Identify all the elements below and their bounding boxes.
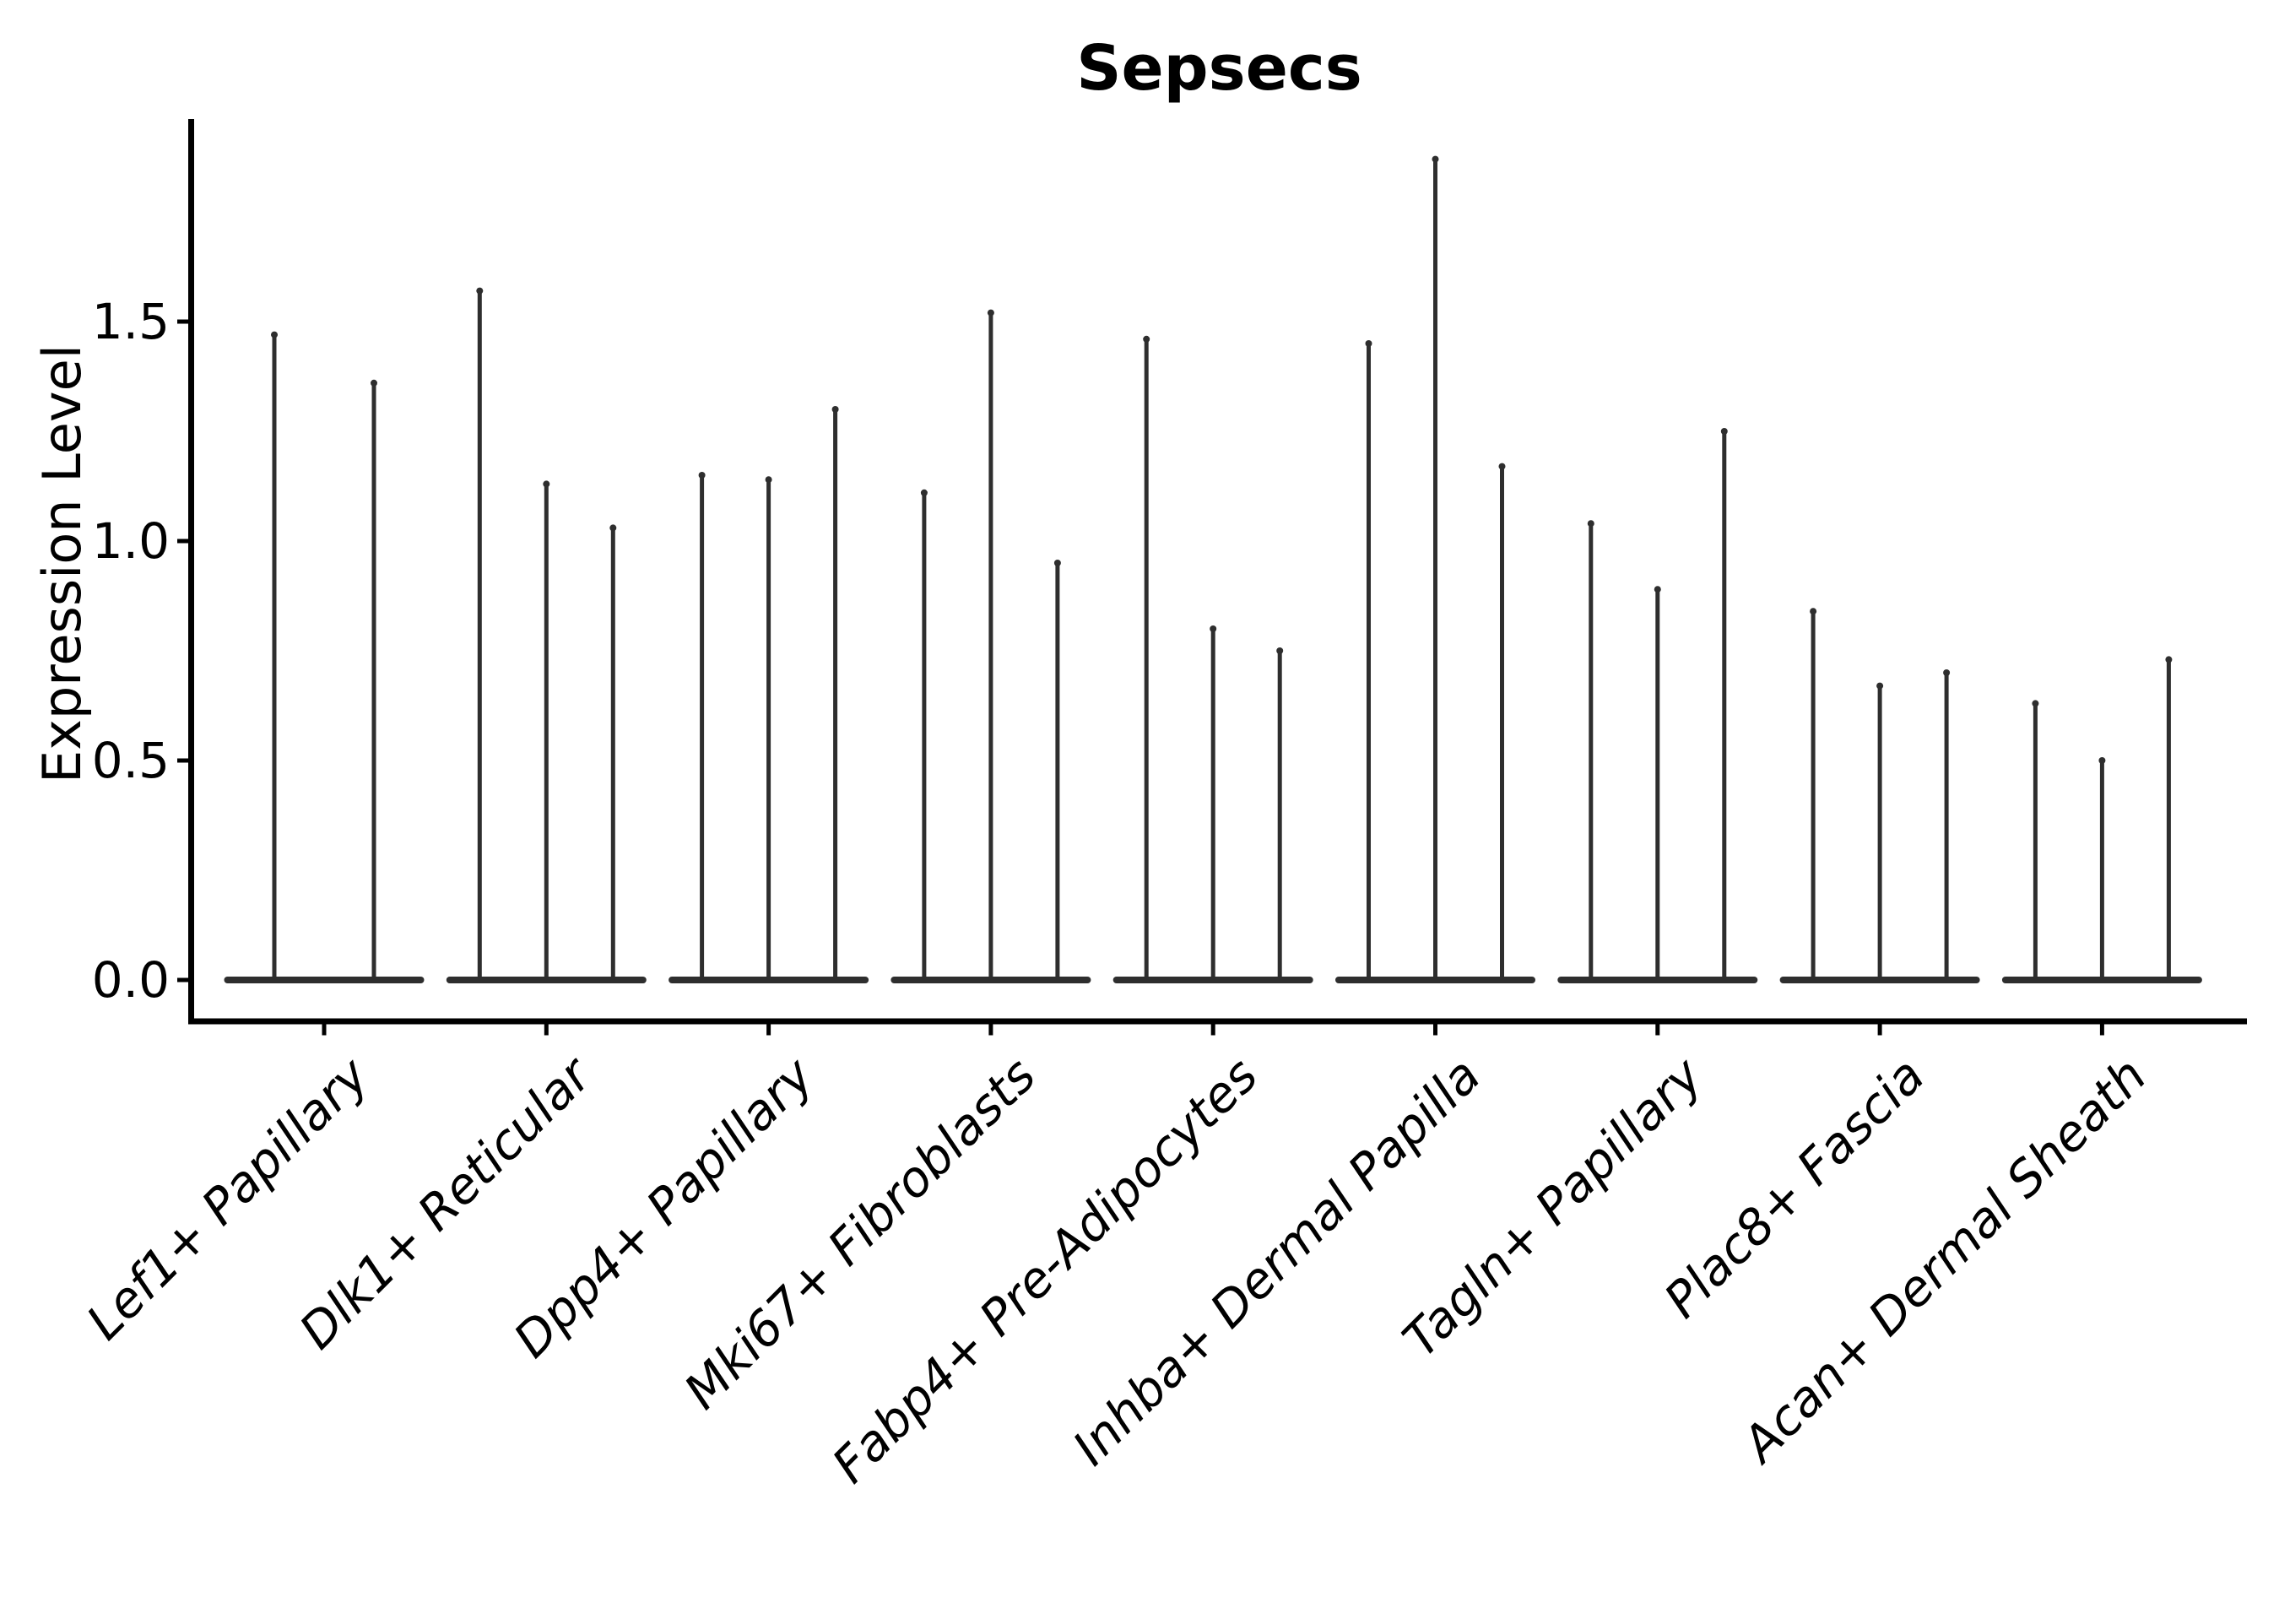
violin-tip — [1053, 560, 1061, 566]
violin-tip — [2098, 757, 2106, 764]
y-tick-label: 1.0 — [91, 512, 170, 570]
violin-tip — [1276, 647, 1284, 654]
violin-tip — [1498, 463, 1506, 470]
y-tick-label: 0.0 — [91, 951, 170, 1009]
violin-tip — [1365, 340, 1372, 347]
violin-tip — [476, 287, 484, 295]
violin-tip — [1943, 669, 1951, 676]
violin-tip — [1810, 608, 1817, 615]
violin-tip — [1210, 625, 1217, 632]
violin-tip — [920, 489, 928, 496]
violin-tip — [1654, 586, 1661, 593]
violin-tip — [987, 309, 994, 317]
violin-tip — [271, 331, 278, 338]
violin-tip — [609, 524, 617, 532]
violin-tip — [1876, 682, 1884, 690]
y-tick-label: 1.5 — [91, 293, 170, 350]
violin-tip — [1143, 335, 1150, 343]
violin-plot-figure: Sepsecs Expression Level 0.0 0.5 1.0 1.5 Lef… — [31, 32, 2247, 1494]
violin-tip — [831, 406, 839, 413]
chart-title: Sepsecs — [1076, 32, 1362, 105]
plot-canvas — [177, 119, 2247, 1036]
violin-tip — [1432, 155, 1439, 163]
violin-tip — [698, 472, 706, 479]
violin-tip — [1720, 428, 1728, 435]
violin-tip — [543, 480, 550, 488]
violin-tip — [371, 379, 377, 387]
violin-tip — [765, 476, 772, 484]
violin-tip — [2165, 656, 2173, 663]
violin-base — [224, 977, 425, 983]
y-tick-label: 0.5 — [91, 732, 170, 789]
violin-tip — [2032, 700, 2039, 707]
violin-tip — [1587, 520, 1594, 528]
